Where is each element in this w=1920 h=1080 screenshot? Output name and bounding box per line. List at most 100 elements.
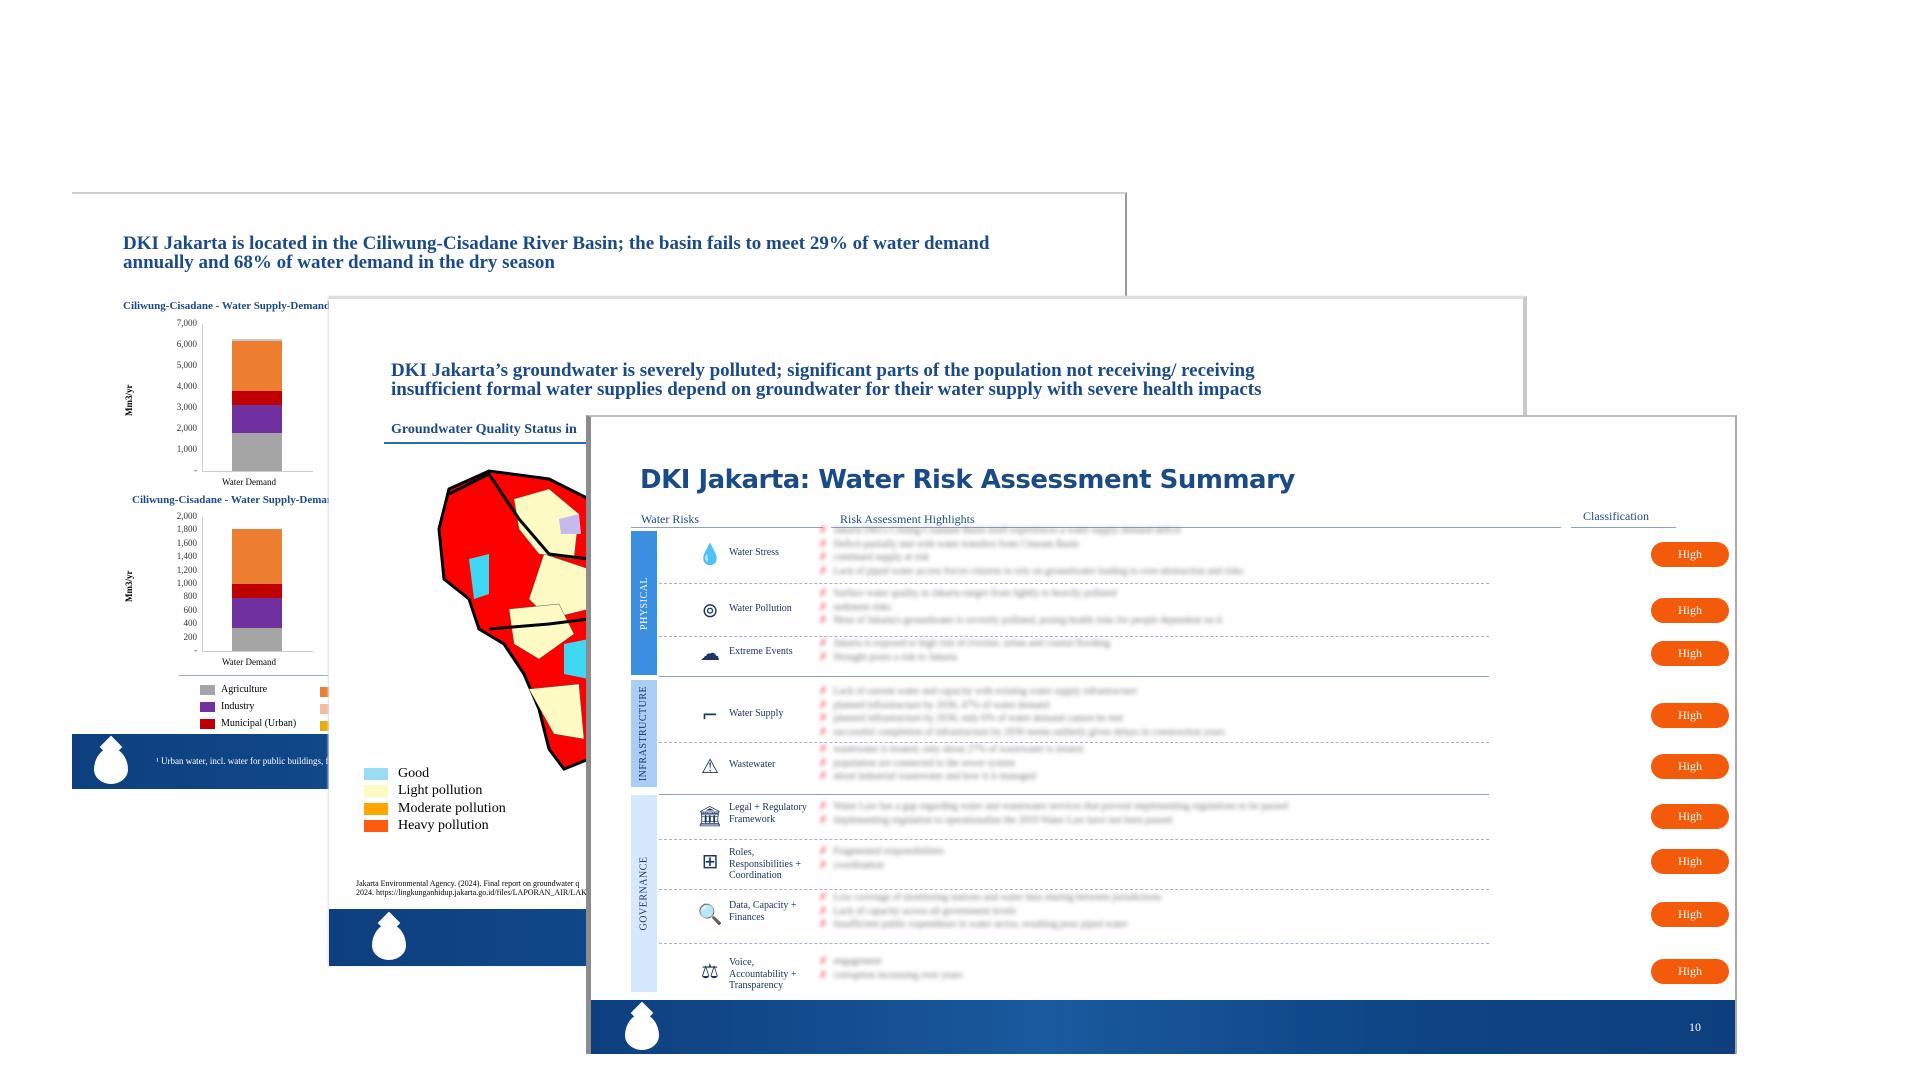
highlight-bullet: ✗ coordination xyxy=(819,859,1459,873)
x-mark-icon: ✗ xyxy=(819,588,828,599)
bar-segment xyxy=(232,584,282,599)
highlight-bullet: ✗ Deficit partially met with water transf… xyxy=(819,538,1459,552)
legend-good: Good xyxy=(364,766,429,782)
divider xyxy=(1571,527,1676,528)
title-line: DKI Jakarta’s groundwater is severely po… xyxy=(391,360,1255,381)
x-category-label: Water Demand xyxy=(222,477,276,487)
legend-light: Light pollution xyxy=(364,783,482,799)
x-mark-icon: ✗ xyxy=(819,956,828,967)
risk-label: Extreme Events xyxy=(729,646,793,657)
legend-municipal: Municipal (Urban) xyxy=(200,718,296,729)
highlight-bullet: ✗ Drought poses a risk to Jakarta xyxy=(819,651,1459,665)
bar-segment xyxy=(232,338,282,341)
highlight-bullet: ✗ Lack of piped water access forces citiz… xyxy=(819,565,1459,579)
classification-badge: High xyxy=(1651,598,1729,623)
slide-footer: 10 xyxy=(591,1000,1735,1054)
swatch xyxy=(364,803,388,815)
highlight-bullet: ✗ engagement xyxy=(819,955,1459,969)
category-label: PHYSICAL xyxy=(638,576,650,630)
highlight-bullet: ✗ Jakarta DKI's Ciliung-Cisadane Basin it… xyxy=(819,524,1459,538)
risk-highlights: ✗ engagement ✗ corruption increasing over y… xyxy=(819,955,1459,982)
x-mark-icon: ✗ xyxy=(819,686,828,697)
bar-segment xyxy=(232,391,282,405)
highlight-bullet: ✗ sediment risks xyxy=(819,601,1459,615)
x-mark-icon: ✗ xyxy=(819,552,828,563)
y-tick-label: 200 xyxy=(183,631,198,642)
highlight-bullet: ✗ planned infrastructure by 2030, 47% of … xyxy=(819,699,1459,713)
y-tick-label: 400 xyxy=(183,618,198,629)
category-infrastructure: INFRASTRUCTURE xyxy=(631,680,657,787)
highlight-text: implementing regulation to operationaliz… xyxy=(833,814,1173,826)
swatch xyxy=(364,768,388,780)
highlight-text: Surface water quality in Jakarta ranges … xyxy=(833,588,1117,599)
bar-segment xyxy=(232,598,282,628)
row-divider xyxy=(659,943,1489,944)
highlight-text: Lack of piped water access forces citize… xyxy=(833,565,1244,577)
risk-highlights: ✗ Jakarta is exposed to high risk of rive… xyxy=(819,637,1459,664)
y-tick-label: 1,000 xyxy=(176,444,197,454)
water-drops-icon: 💧 xyxy=(697,542,723,566)
divider xyxy=(179,675,339,676)
classification-badge: High xyxy=(1651,703,1729,728)
citation: Jakarta Environmental Agency. (2024). Fi… xyxy=(356,879,587,898)
x-mark-icon: ✗ xyxy=(819,846,828,857)
slide-risk-summary[interactable]: DKI Jakarta: Water Risk Assessment Summa… xyxy=(586,415,1737,1054)
classification-badge: High xyxy=(1651,849,1729,874)
y-tick-label: 600 xyxy=(183,604,198,615)
divider xyxy=(384,442,604,444)
highlight-text: Lack of capacity across all government l… xyxy=(833,905,1017,917)
highlight-bullet: ✗ Surface water quality in Jakarta ranges… xyxy=(819,587,1459,601)
slide3-title: DKI Jakarta: Water Risk Assessment Summa… xyxy=(640,465,1295,495)
y-tick-label: 4,000 xyxy=(176,381,197,391)
highlight-bullet: ✗ Lack of current water and capacity with… xyxy=(819,685,1459,699)
slide2-title: DKI Jakarta’s groundwater is severely po… xyxy=(391,361,1262,399)
y-tick-label: - xyxy=(194,465,197,475)
y-tick-label: 2,000 xyxy=(176,423,197,433)
risk-highlights: ✗ Jakarta DKI's Ciliung-Cisadane Basin it… xyxy=(819,524,1459,578)
highlight-text: Drought poses a risk to Jakarta xyxy=(833,651,957,663)
storm-cloud-icon: ☁ xyxy=(700,641,720,665)
highlight-text: planned infrastructure by 2030, only 6% … xyxy=(833,713,1124,724)
x-mark-icon: ✗ xyxy=(819,726,828,738)
highlight-text: Fragmented responsibilities xyxy=(833,846,945,857)
risk-highlights: ✗ Low coverage of monitoring stations and… xyxy=(819,891,1459,932)
swatch xyxy=(320,687,335,697)
highlight-text: coordination xyxy=(833,859,884,871)
x-mark-icon: ✗ xyxy=(819,525,828,536)
risk-label: Wastewater xyxy=(729,759,776,770)
classification-badge: High xyxy=(1651,542,1729,567)
highlight-bullet: ✗ population are connected to the sewer s… xyxy=(819,757,1459,771)
risk-highlights: ✗ wastewater is treated; only about 27% o… xyxy=(819,743,1459,784)
highlight-bullet: ✗ Insufficient public expenditure in wate… xyxy=(819,918,1459,932)
row-divider xyxy=(659,889,1489,890)
x-mark-icon: ✗ xyxy=(819,538,828,550)
highlight-bullet: ✗ corruption increasing over years xyxy=(819,969,1459,983)
citation-line[interactable]: 2024. https://lingkunganhidup.jakarta.go… xyxy=(356,887,587,897)
classification-badge: High xyxy=(1651,804,1729,829)
classification-badge: High xyxy=(1651,902,1729,927)
highlight-text: corruption increasing over years xyxy=(833,969,963,981)
risk-highlights: ✗ Fragmented responsibilities ✗ coordinatio… xyxy=(819,845,1459,872)
y-tick-label: 1,000 xyxy=(176,578,197,588)
legal-building-icon: 🏛 xyxy=(697,804,723,828)
swatch xyxy=(320,721,335,731)
y-axis-label: Mm3/yr xyxy=(124,570,134,603)
highlight-bullet: ✗ Low coverage of monitoring stations and… xyxy=(819,891,1459,905)
swatch xyxy=(200,718,215,729)
highlight-text: Most of Jakarta's groundwater is severel… xyxy=(833,615,1223,626)
legend-label: Good xyxy=(398,766,430,781)
risk-highlights: ✗ Surface water quality in Jakarta ranges… xyxy=(819,587,1459,628)
slide1-title: DKI Jakarta is located in the Ciliwung-C… xyxy=(123,234,989,272)
highlight-text: population are connected to the sewer sy… xyxy=(833,757,1015,769)
header-highlights: Risk Assessment Highlights xyxy=(840,512,975,526)
highlight-text: sediment risks xyxy=(833,601,891,613)
highlight-text: engagement xyxy=(833,956,882,967)
highlight-bullet: ✗ wastewater is treated; only about 27% o… xyxy=(819,743,1459,757)
risk-highlights: ✗ Water Law has a gap regarding water and… xyxy=(819,800,1459,827)
row-divider xyxy=(659,676,1489,677)
x-mark-icon: ✗ xyxy=(819,892,828,903)
row-divider xyxy=(659,583,1489,584)
x-mark-icon: ✗ xyxy=(819,744,828,755)
x-category-label: Water Demand xyxy=(222,657,276,667)
header-classification: Classification xyxy=(1583,509,1649,523)
